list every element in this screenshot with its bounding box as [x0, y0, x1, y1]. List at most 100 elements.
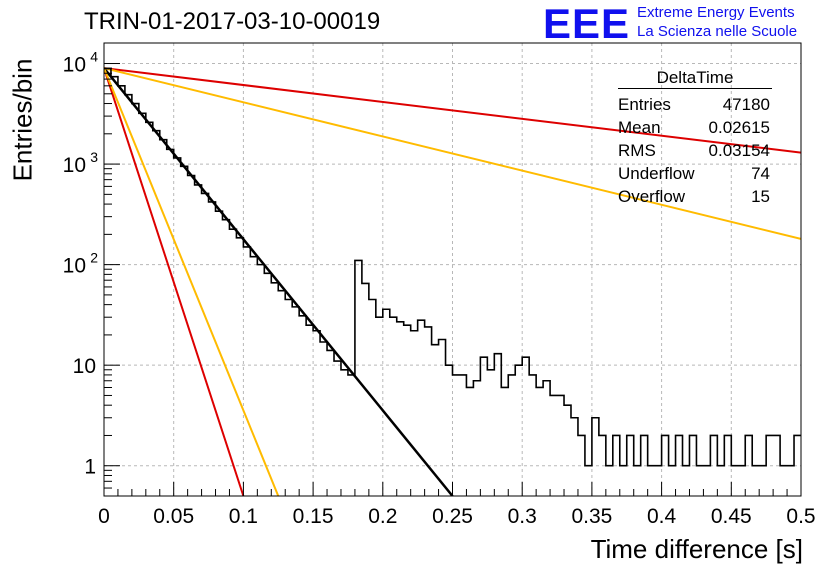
- histogram-bin: [515, 365, 522, 496]
- stats-label: Overflow: [618, 187, 686, 206]
- stats-row: Entries 47180: [612, 93, 778, 116]
- histogram-bin: [717, 466, 724, 496]
- histogram-bin: [703, 466, 710, 496]
- stats-label: Entries: [618, 95, 671, 114]
- histogram-bin: [313, 331, 320, 496]
- histogram-bin: [334, 361, 341, 496]
- histogram-bin: [508, 375, 515, 496]
- y-tick-exponent: 4: [90, 49, 98, 65]
- histogram-bin: [564, 405, 571, 496]
- histogram-bin: [459, 375, 466, 496]
- histogram-bin: [397, 322, 404, 496]
- histogram-bin: [216, 211, 223, 496]
- histogram-bin: [195, 185, 202, 496]
- stats-value: 15: [751, 187, 770, 206]
- x-tick-label: 0.05: [153, 505, 194, 528]
- stats-label: RMS: [618, 141, 656, 160]
- histogram-bin: [111, 77, 118, 496]
- y-tick-label: 10: [63, 255, 86, 278]
- histogram-bin: [606, 466, 613, 496]
- histogram-bin: [557, 395, 564, 496]
- chart-title: TRIN-01-2017-03-10-00019: [84, 8, 381, 35]
- histogram-bin: [466, 387, 473, 496]
- histogram-bin: [174, 158, 181, 496]
- histogram-bin: [271, 283, 278, 496]
- y-tick-exponent: 3: [90, 149, 98, 165]
- histogram-bin: [104, 69, 111, 496]
- logo-caption-line-2: La Scienza nelle Scuole: [637, 23, 798, 40]
- histogram-bin: [153, 131, 160, 496]
- histogram-bin: [292, 307, 299, 496]
- fit-line-3: [104, 67, 801, 240]
- histogram-bin: [243, 247, 250, 496]
- stats-value: 47180: [722, 95, 770, 114]
- histogram-bin: [536, 387, 543, 496]
- histogram-bin: [550, 395, 557, 496]
- histogram-bin: [571, 418, 578, 496]
- stats-row: Underflow 74: [612, 162, 778, 185]
- histogram-bin: [655, 466, 662, 496]
- histogram-bin: [780, 466, 787, 496]
- histogram-bin: [696, 466, 703, 496]
- histogram-bin: [118, 86, 125, 496]
- histogram-bin: [299, 316, 306, 496]
- histogram-bin: [522, 357, 529, 496]
- x-tick-label: 0: [98, 505, 110, 528]
- histogram-bin: [209, 202, 216, 496]
- histogram-bin: [494, 354, 501, 496]
- histogram-bin: [683, 466, 690, 496]
- histogram-bin: [487, 370, 494, 496]
- y-tick-label: 10: [73, 355, 96, 378]
- histogram-bin: [731, 466, 738, 496]
- fit-line-4: [104, 67, 245, 496]
- histogram-bin: [592, 418, 599, 496]
- stats-box-name: DeltaTime: [618, 68, 772, 89]
- histogram-bin: [222, 220, 229, 496]
- stats-value: 0.03154: [708, 141, 770, 160]
- stats-value: 74: [751, 164, 770, 183]
- stats-row: RMS 0.03154: [612, 139, 778, 162]
- histogram-bin: [306, 325, 313, 496]
- histogram-bin: [418, 320, 425, 496]
- logo-caption: Extreme Energy Events La Scienza nelle S…: [637, 3, 797, 41]
- histogram-bin: [501, 387, 508, 496]
- histogram-bin: [439, 340, 446, 496]
- histogram-bin: [181, 166, 188, 496]
- histogram-bin: [446, 365, 453, 496]
- histogram-bin: [453, 375, 460, 496]
- histogram-bin: [585, 466, 592, 496]
- y-axis-label-box: Entries/bin: [6, 0, 40, 240]
- histogram-bin: [404, 325, 411, 496]
- histogram-bin: [236, 238, 243, 496]
- histogram-bin: [341, 370, 348, 496]
- stats-label: Mean: [618, 118, 661, 137]
- histogram-outline: [104, 67, 801, 467]
- x-tick-label: 0.45: [711, 505, 752, 528]
- histogram-bin: [620, 466, 627, 496]
- y-tick-label: 10: [63, 54, 86, 77]
- histogram-bin: [411, 331, 418, 496]
- histogram-bin: [752, 466, 759, 496]
- histogram-bin: [543, 381, 550, 496]
- stats-box: DeltaTime Entries 47180 Mean 0.02615 RMS…: [612, 68, 778, 208]
- logo-caption-line-1: Extreme Energy Events: [637, 4, 795, 21]
- histogram-bin: [669, 466, 676, 496]
- histogram-bin: [787, 466, 794, 496]
- histogram-bin: [648, 466, 655, 496]
- x-tick-label: 0.4: [647, 505, 677, 528]
- histogram-bin: [327, 350, 334, 496]
- x-tick-label: 0.35: [571, 505, 612, 528]
- y-tick-label: 1: [84, 456, 96, 479]
- y-axis-label: Entries/bin: [7, 58, 38, 182]
- histogram-bin: [160, 140, 167, 496]
- x-tick-label: 0.5: [786, 505, 815, 528]
- histogram-bin: [348, 375, 355, 496]
- stats-row: Mean 0.02615: [612, 116, 778, 139]
- x-tick-label: 0.3: [508, 505, 537, 528]
- x-tick-label: 0.1: [229, 505, 258, 528]
- histogram-bin: [278, 291, 285, 496]
- histogram-bin: [480, 357, 487, 496]
- histogram-bin: [759, 466, 766, 496]
- histogram-bin: [167, 149, 174, 496]
